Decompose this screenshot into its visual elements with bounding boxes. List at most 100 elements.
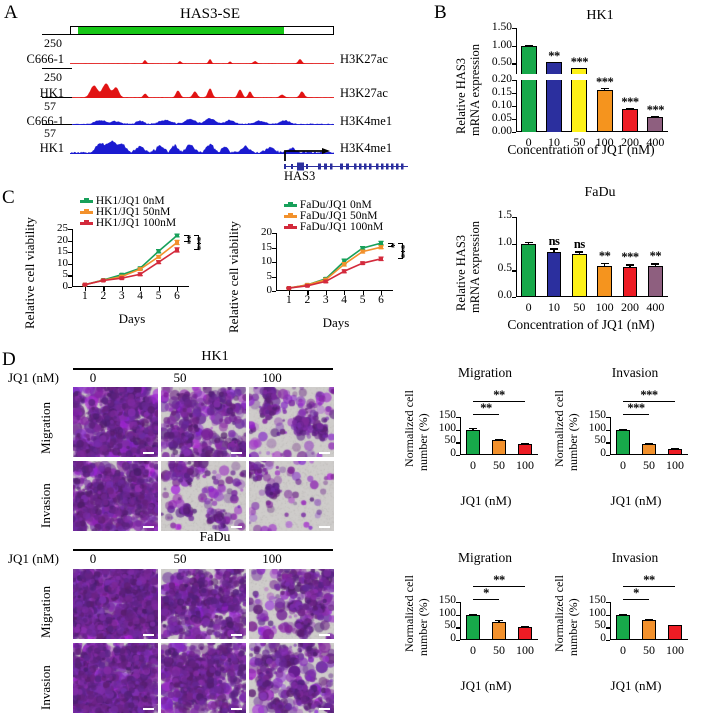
y-tick-mark xyxy=(512,217,516,219)
significance-marker: * xyxy=(483,585,489,600)
error-bar xyxy=(494,438,504,441)
bar xyxy=(647,117,664,132)
bar xyxy=(667,625,683,640)
row-label-hk1-migration: Migration xyxy=(38,402,53,454)
panel-b-letter: B xyxy=(434,2,447,23)
chart-b-fadu-title: FaDu xyxy=(584,185,616,200)
y-tick-mark xyxy=(68,263,72,266)
comparison-bracket xyxy=(623,585,675,588)
track-scale-3: 57 xyxy=(44,126,56,140)
legend-label: FaDu/JQ1 50nM xyxy=(297,210,378,222)
significance-marker: *** xyxy=(395,244,408,258)
chart-b-hk1-ytick: 0.00 xyxy=(491,125,512,137)
chart-d-hk1-migration-plot: 0 50 100 150 0 50 100 ** ** xyxy=(430,383,542,473)
significance-marker: *** xyxy=(570,54,589,69)
bar xyxy=(641,620,657,640)
error-bar xyxy=(625,264,635,267)
group-rule-fadu xyxy=(73,549,333,551)
legend-item: FaDu/JQ1 100nM xyxy=(284,221,383,233)
group-title-fadu: FaDu xyxy=(199,530,231,545)
x-tick-label: 0 xyxy=(620,458,626,472)
y-tick-label: 150 xyxy=(588,594,606,606)
panel-c-letter: C xyxy=(2,187,15,208)
x-tick-mark xyxy=(362,291,364,295)
significance-marker: * xyxy=(633,585,639,600)
group-title-hk1: HK1 xyxy=(201,349,229,364)
y-tick-mark xyxy=(512,297,516,299)
x-tick-label: 0 xyxy=(620,643,626,657)
tss-arrow-icon xyxy=(284,148,330,161)
legend-item: HK1/JQ1 100nM xyxy=(80,217,176,229)
chart-b-hk1-ytickmark xyxy=(512,28,516,30)
y-tick-label: 15 xyxy=(57,245,68,258)
x-tick-label: 0 xyxy=(470,643,476,657)
legend-label: FaDu/JQ1 100nM xyxy=(297,221,384,233)
x-tick-label: 50 xyxy=(573,300,586,314)
x-tick-label: 5 xyxy=(359,294,366,306)
x-tick-label: 6 xyxy=(378,294,384,306)
y-tick-label: 100 xyxy=(438,421,456,434)
panel-a: A HAS3-SE 250 C666-1 H3K27ac 250 HK1 H3K… xyxy=(0,0,430,185)
x-tick-mark xyxy=(288,291,291,295)
scale-bar xyxy=(143,634,154,636)
y-tick-label: 50 xyxy=(594,619,607,632)
y-tick-mark xyxy=(456,602,460,604)
error-bar xyxy=(670,447,680,450)
chart-b-hk1-plot: 0.50 1.00 1.50 0.00 0.05 0.10 0.15 0.20 0 ** 10 ***… xyxy=(482,21,672,149)
bar xyxy=(546,80,562,132)
track-scale-rule-2 xyxy=(42,97,72,99)
error-bar xyxy=(618,428,628,431)
chart-d-fadu-invasion-plot: 0 50 100 150 0 50 100 * ** xyxy=(580,568,692,658)
x-tick-label: 3 xyxy=(118,290,125,302)
error-bar xyxy=(625,107,635,111)
chart-b-hk1-ytick: 0.15 xyxy=(491,86,512,98)
y-tick-mark xyxy=(456,627,460,629)
chart-b-fadu-xlabel: Concentration of JQ1 (nM) xyxy=(507,317,655,332)
y-tick-label: 1.0 xyxy=(497,235,512,248)
dose-label-hk1-2: 100 xyxy=(262,370,282,385)
micrograph-hk1-invasion-0 xyxy=(73,461,158,531)
y-tick-label: 5 xyxy=(266,269,273,282)
chart-b-hk1-title: HK1 xyxy=(586,8,614,23)
x-tick-label: 0 xyxy=(525,300,532,314)
chart-d-hk1-mig-xlabel: JQ1 (nM) xyxy=(460,493,512,508)
scale-bar xyxy=(231,526,242,528)
chart-b-fadu-ylabel-1: Relative HAS3 xyxy=(454,234,468,311)
transwell-image xyxy=(249,461,334,531)
x-tick-label: 100 xyxy=(666,643,684,657)
track-mark-label-1: H3K27ac xyxy=(340,86,388,100)
jq1-axis-label-hk1: JQ1 (nM) xyxy=(8,370,59,385)
panel-d-letter: D xyxy=(2,349,16,370)
significance-marker: *** xyxy=(646,103,665,118)
chip-track-3 xyxy=(70,136,334,154)
y-tick-label: 100 xyxy=(588,421,606,434)
y-tick-mark xyxy=(512,243,516,246)
bar xyxy=(465,429,481,455)
y-tick-mark xyxy=(272,276,276,278)
super-enhancer-track xyxy=(70,26,334,35)
x-tick-label: 50 xyxy=(643,458,655,472)
y-tick-label: 15 xyxy=(261,240,272,253)
comparison-bracket xyxy=(623,400,675,403)
significance-marker: *** xyxy=(596,74,614,89)
bar xyxy=(491,439,507,455)
panel-c: C Relative cell viability 0 5 10 15 20 25 1 2 3 4… xyxy=(0,185,430,345)
y-tick-mark xyxy=(456,417,460,419)
comparison-bracket xyxy=(194,235,200,250)
x-tick-label: 100 xyxy=(595,300,614,314)
x-tick-label: 200 xyxy=(621,300,639,314)
panel-a-letter: A xyxy=(4,2,18,23)
scale-bar xyxy=(143,526,154,528)
x-tick-label: 2 xyxy=(304,294,311,306)
line-series-layer xyxy=(286,240,384,291)
error-bar xyxy=(549,61,559,64)
x-tick-mark xyxy=(121,287,124,291)
error-bar xyxy=(650,116,660,118)
chart-b-hk1-xtick: 100 xyxy=(595,135,614,149)
x-tick-mark xyxy=(84,287,87,291)
chart-d-fadu-inv-ylabel-1: Normalized cell xyxy=(552,575,566,652)
chart-c-hk1-xlabel: Days xyxy=(118,311,146,326)
bar xyxy=(517,444,533,455)
dose-label-fadu-1: 50 xyxy=(173,551,187,566)
chart-axes xyxy=(516,217,668,297)
